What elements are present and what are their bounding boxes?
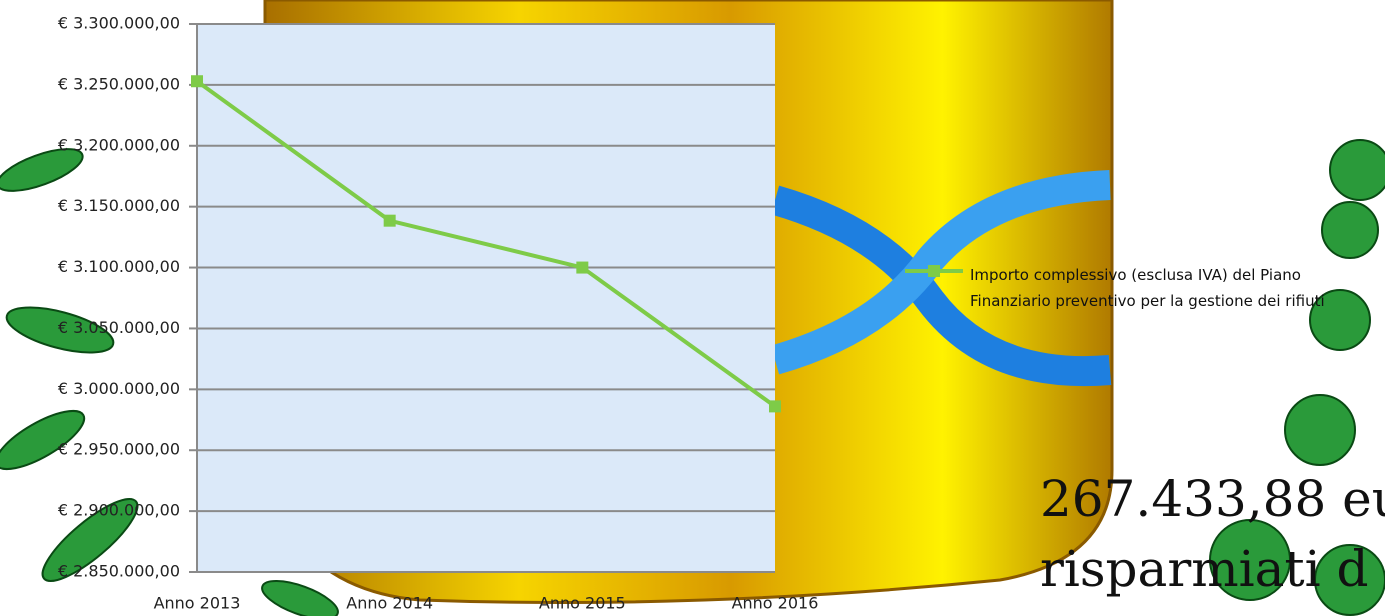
annotation: risparmiati d (1040, 540, 1369, 598)
y-tick-label: € 3.000.000,00 (58, 379, 180, 398)
legend-swatch-marker (928, 265, 940, 277)
y-tick-label: € 3.300.000,00 (58, 14, 180, 33)
point-marker (769, 400, 781, 413)
plot-area (197, 24, 775, 572)
series-line (195, 79, 777, 409)
x-tick-label: Anno 2013 (154, 594, 241, 613)
legend-label: Importo complessivo (esclusa IVA) del Pi… (970, 266, 1325, 310)
y-tick-label: € 3.250.000,00 (58, 74, 180, 93)
point-marker (191, 75, 203, 88)
y-tick-label: € 2.950.000,00 (58, 440, 180, 459)
x-tick-label: Anno 2014 (346, 594, 433, 613)
point-marker (383, 214, 396, 227)
y-tick-label: € 3.100.000,00 (58, 257, 180, 276)
x-tick-label: Anno 2015 (539, 594, 626, 613)
y-tick-label: € 3.200.000,00 (58, 135, 180, 154)
x-tick-label: Anno 2016 (732, 594, 819, 613)
annotation: 267.433,88 eu (1040, 470, 1385, 528)
y-tick-label: € 3.150.000,00 (58, 196, 180, 215)
y-tick-label: € 3.050.000,00 (58, 318, 180, 337)
y-tick-label: € 2.900.000,00 (58, 501, 180, 520)
y-tick-label: € 2.850.000,00 (58, 562, 180, 581)
point-marker (576, 261, 589, 274)
